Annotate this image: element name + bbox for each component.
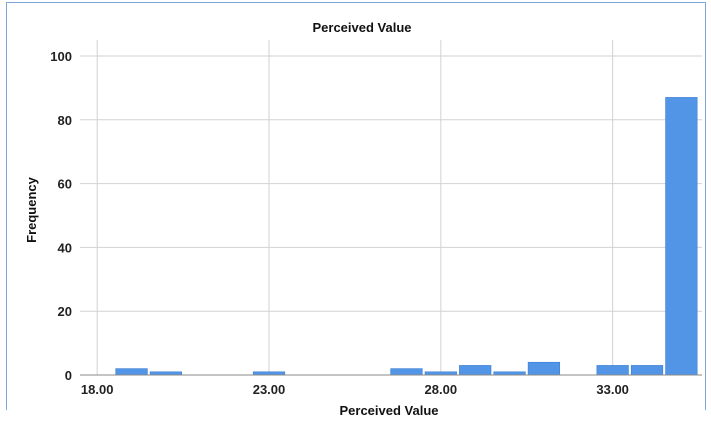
grid-lines <box>80 40 702 375</box>
histogram-bar <box>115 368 148 376</box>
y-tick-label: 60 <box>58 177 72 192</box>
histogram-bar <box>596 365 629 376</box>
histogram-bar <box>665 97 698 376</box>
bars <box>115 97 698 376</box>
y-tick-labels: 0 20 40 60 80 100 <box>50 49 72 383</box>
y-tick-label: 40 <box>58 240 72 255</box>
histogram-bar <box>630 365 664 376</box>
x-tick-labels: 18.00 23.00 28.00 33.00 <box>81 382 629 397</box>
histogram-bar <box>527 361 561 376</box>
chart-title: Perceived Value <box>312 20 411 35</box>
x-axis-title: Perceived Value <box>339 403 438 418</box>
y-axis-title: Frequency <box>24 176 39 243</box>
y-tick-label: 100 <box>50 49 72 64</box>
histogram-bar <box>459 365 492 376</box>
chart-frame <box>6 2 706 410</box>
x-tick-label: 23.00 <box>253 382 286 397</box>
x-tick-label: 28.00 <box>425 382 458 397</box>
y-tick-label: 80 <box>58 113 72 128</box>
y-tick-label: 20 <box>58 304 72 319</box>
y-tick-label: 0 <box>65 368 72 383</box>
x-tick-label: 18.00 <box>81 382 114 397</box>
histogram-bar <box>390 368 423 376</box>
x-tick-label: 33.00 <box>596 382 629 397</box>
